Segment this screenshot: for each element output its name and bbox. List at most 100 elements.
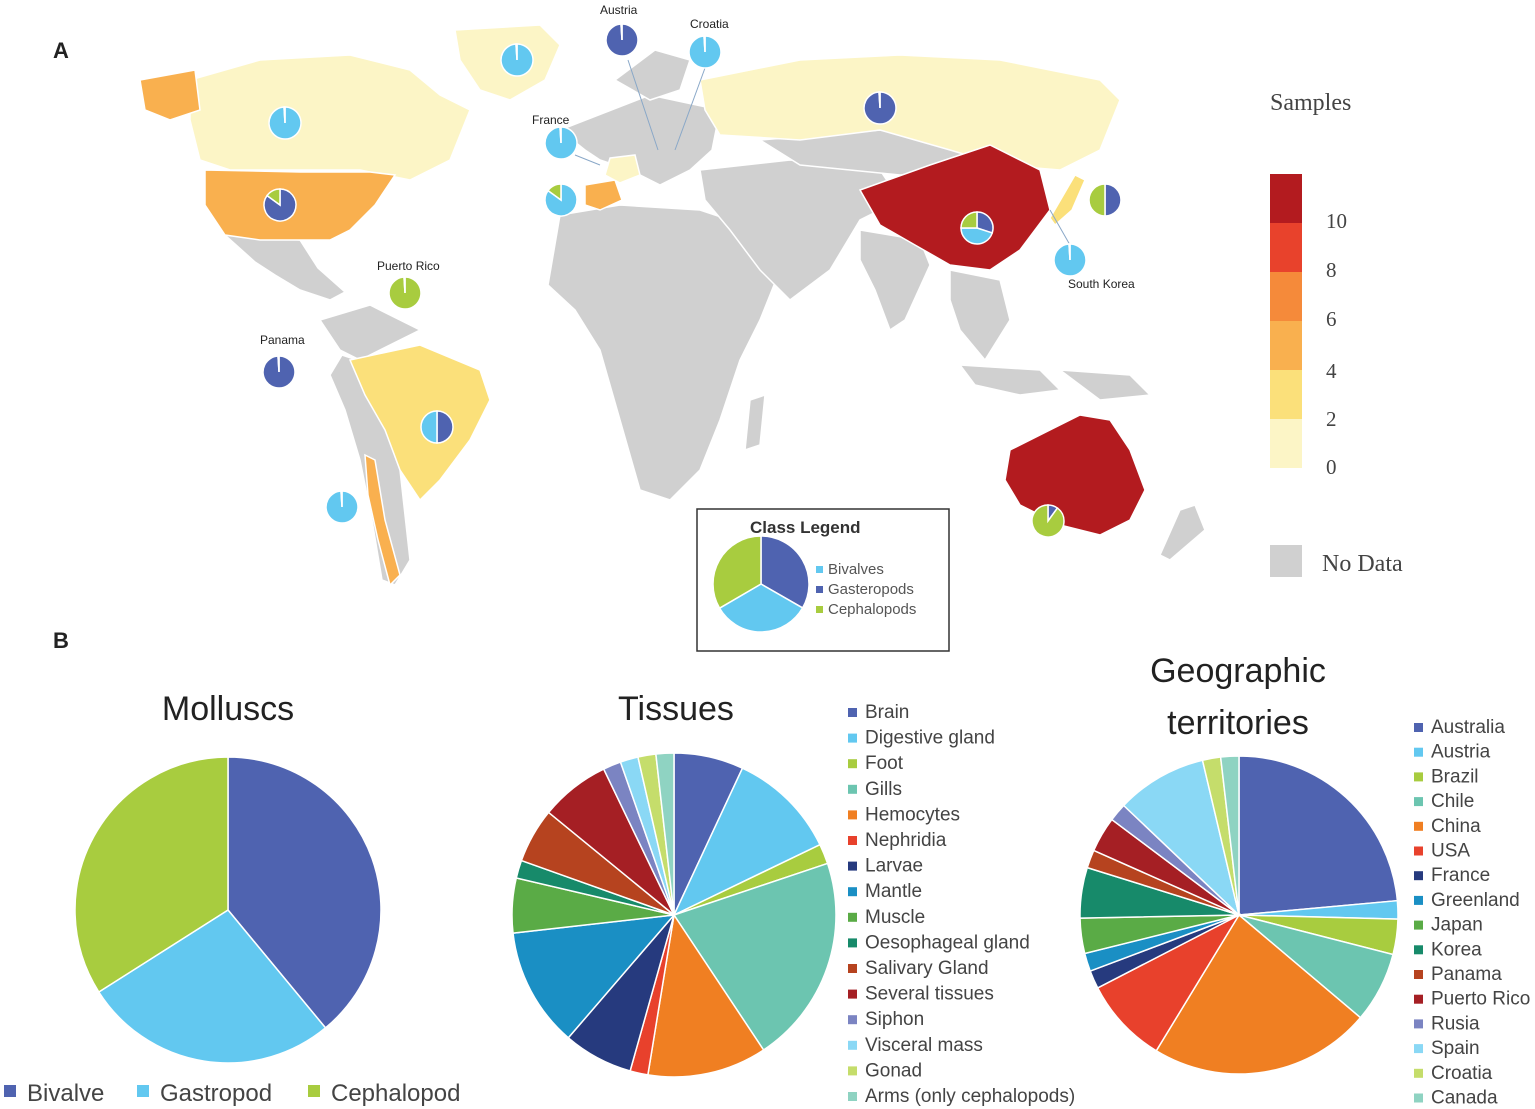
samples-swatch-5 [1270,419,1302,468]
legend-label-tissues-arms-only-cephalopods: Arms (only cephalopods) [865,1086,1075,1107]
pie-geographic-territories-slice-canada [1219,755,1240,916]
legend-label-tissues-gills: Gills [865,779,902,800]
legend-swatch-tissues-hemocytes [848,810,857,820]
legend-swatch-tissues-visceral-mass [848,1040,857,1050]
legend-label-tissues-larvae: Larvae [865,856,923,877]
legend-swatch-geographic-territories-chile [1414,797,1423,807]
legend-label-geographic-territories-brazil: Brazil [1431,766,1479,787]
legend-swatch-tissues-muscle [848,912,857,922]
panel-label-a: A [53,38,69,63]
country-chile [364,453,401,587]
legend-label-tissues-salivary-gland: Salivary Gland [865,958,989,979]
country-pie-canada [268,106,302,140]
chart-title-tissues: Tissues [618,690,734,728]
pie-usa-slice-s1 [266,188,281,207]
class-legend-label-gasteropods: Gasteropods [828,581,914,598]
legend-label-geographic-territories-austria: Austria [1431,742,1491,763]
class-legend-title: Class Legend [750,518,861,537]
country-japan [1049,174,1086,227]
country-pie-chile [325,490,359,524]
pie-china-slice-s1 [960,227,994,245]
country-label-france: France [532,113,570,127]
legend-label-geographic-territories-korea: Korea [1431,939,1482,960]
pie-molluscs-slice-gastropod [97,909,327,1064]
legend-swatch-geographic-territories-usa [1414,846,1423,856]
legend-swatch-geographic-territories-korea [1414,945,1423,955]
legend-swatch-tissues-larvae [848,861,857,871]
pie-molluscs-slice-cephalopod [74,756,229,994]
pie-tissues-slice-digestive-gland [672,767,821,917]
legend-label-geographic-territories-panama: Panama [1431,964,1502,985]
legend-label-tissues-foot: Foot [865,753,904,774]
samples-swatch-2 [1270,272,1302,321]
pie-geographic-territories-slice-spain [1122,759,1241,918]
country-pie-france: France [532,113,578,160]
country-pie-spain [544,183,578,217]
pie-japan-slice-s1 [1088,183,1106,217]
country-pie-greenland [500,43,534,77]
country-pie-china [960,211,994,245]
legend-label-molluscs-gastropod: Gastropod [160,1080,272,1107]
legend-swatch-geographic-territories-rusia [1414,1019,1423,1029]
legend-label-tissues-muscle: Muscle [865,907,925,928]
pie-japan-slice-s0 [1104,183,1122,217]
country-label-austria: Austria [600,3,638,17]
samples-swatch-4 [1270,370,1302,419]
legend-swatch-geographic-territories-canada [1414,1093,1423,1103]
pie-tissues-slice-hemocytes [646,912,765,1078]
legend-label-tissues-nephridia: Nephridia [865,830,947,851]
legend-swatch-tissues-oesophageal-gland [848,938,857,948]
pie-france-slice-s1 [559,126,562,144]
legend-swatch-geographic-territories-france [1414,871,1423,881]
country-pie-panama: Panama [260,333,305,389]
legend-label-geographic-territories-france: France [1431,865,1490,886]
legend-swatch-tissues-siphon [848,1015,857,1025]
samples-tick-8: 8 [1326,258,1337,282]
legend-label-tissues-oesophageal-gland: Oesophageal gland [865,932,1030,953]
class-legend: Class Legend Bivalves Gasteropods Cephalop… [696,508,950,652]
country-pie-brazil [420,410,454,444]
country-pie-austria: Austria [600,3,639,57]
pie-south-korea-slice-s1 [1068,243,1071,261]
samples-swatch-3 [1270,321,1302,370]
samples-tick-6: 6 [1326,307,1337,331]
legend-swatch-molluscs-bivalve [4,1085,16,1097]
country-australia [1004,414,1146,536]
legend-swatch-molluscs-cephalopod [308,1085,320,1097]
pie-china-slice-s2 [960,211,978,229]
legend-label-geographic-territories-usa: USA [1431,841,1470,862]
no-data-label: No Data [1322,551,1403,577]
legend-label-geographic-territories-china: China [1431,816,1481,837]
country-pie-puerto-rico: Puerto Rico [377,259,440,310]
country-usa [204,169,397,241]
chart-title-geographic-territories-line-0: Geographic [1150,652,1326,690]
samples-swatch-0 [1270,174,1302,223]
pie-geographic-territories-slice-china [1155,913,1362,1075]
pie-chile-slice-s1 [340,490,343,508]
country-russia [699,54,1121,171]
class-legend-pie-slice-a [760,535,810,609]
legend-label-tissues-brain: Brain [865,702,909,723]
legend-label-geographic-territories-chile: Chile [1431,791,1474,812]
legend-swatch-tissues-mantle [848,887,857,897]
pie-panama-slice-s1 [277,355,280,373]
legend-label-tissues-several-tissues: Several tissues [865,984,994,1005]
class-legend-swatch-bivalves [816,566,823,573]
legend-swatch-geographic-territories-japan [1414,920,1423,930]
country-pie-russia [863,91,897,125]
legend-label-geographic-territories-puerto-rico: Puerto Rico [1431,989,1530,1010]
pie-greenland-slice-s1 [515,43,518,61]
legend-label-tissues-mantle: Mantle [865,881,922,902]
class-legend-label-cephalopods: Cephalopods [828,601,916,618]
pie-russia-slice-s1 [878,91,881,109]
samples-tick-4: 4 [1326,359,1337,383]
pie-puerto-rico-slice-s1 [403,276,406,294]
legend-label-tissues-siphon: Siphon [865,1009,924,1030]
legend-label-tissues-hemocytes: Hemocytes [865,804,960,825]
pie-geographic-territories-slice-usa [1096,913,1242,1052]
legend-label-geographic-territories-japan: Japan [1431,915,1483,936]
country-france [604,154,641,184]
pie-tissues-slice-arms-only-cephalopods [655,752,675,916]
country-pie-south-korea: South Korea [1053,243,1135,291]
pie-geographic-territories-slice-australia [1238,755,1399,916]
